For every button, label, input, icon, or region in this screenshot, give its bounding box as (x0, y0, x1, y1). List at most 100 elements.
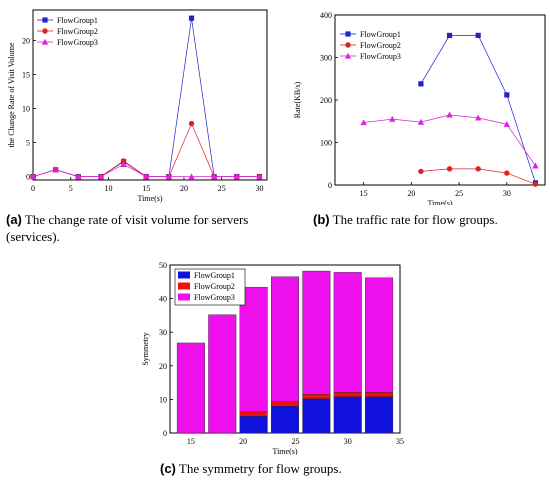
y-tick-label-2-4: 40 (159, 295, 167, 304)
legend-label-1-0: FlowGroup1 (360, 30, 401, 39)
y-tick-label-2-3: 30 (159, 328, 167, 337)
data-point-0-2-1 (52, 166, 59, 173)
data-point-0-0-7 (188, 15, 195, 21)
caption-c: (c) The symmetry for flow groups. (160, 460, 420, 477)
x-tick-label-0-4: 20 (180, 184, 188, 193)
caption-b-text: The traffic rate for flow groups. (332, 212, 498, 227)
bar-2-1-5 (333, 392, 362, 397)
plot-frame-0 (32, 9, 268, 181)
y-tick-label-2-1: 10 (159, 395, 167, 404)
chart-c: 15 20 25 30 35 0 10 20 30 40 50 Time(s) Symmetry Flow… (130, 255, 420, 456)
chart-a: 0 5 10 15 20 25 30 0 5 10 15 20 Time(s) the Change Ra… (0, 0, 275, 205)
data-point-0-2-5 (143, 173, 150, 180)
bar-2-0-4 (302, 398, 331, 434)
x-axis-label-2: Time(s) (272, 447, 297, 455)
data-point-1-0-0 (418, 81, 424, 87)
data-point-1-2-5 (503, 121, 511, 127)
x-tick-label-2-4: 35 (396, 437, 404, 446)
data-point-0-2-2 (75, 173, 82, 180)
legend-label-0-2: FlowGroup3 (57, 38, 98, 47)
bar-2-2-2 (239, 286, 268, 413)
x-axis-label-1: Time(s) (427, 199, 452, 205)
y-tick-label-2-2: 20 (159, 362, 167, 371)
y-tick-label-0-2: 10 (22, 105, 30, 114)
caption-b-label: (b) (313, 212, 330, 227)
data-point-1-0-1 (446, 32, 453, 38)
bar-2-1-2 (239, 411, 268, 417)
data-point-1-2-3 (446, 111, 453, 118)
legend-marker-0-1 (42, 28, 48, 34)
y-tick-label-2-5: 50 (159, 261, 167, 270)
x-tick-label-1-0: 15 (360, 189, 368, 198)
series-line-0-1 (32, 122, 260, 177)
legend-label-1-2: FlowGroup3 (360, 52, 401, 61)
data-point-1-2-0 (360, 119, 367, 126)
chart-b: 15 20 25 30 0 100 200 300 400 Time(s) Rate(KB/s) Fl… (280, 0, 550, 208)
data-point-1-1-0 (418, 168, 424, 175)
bar-2-2-3 (270, 276, 299, 402)
x-tick-label-0-6: 30 (255, 184, 263, 193)
legend-label-0-0: FlowGroup1 (57, 16, 98, 25)
x-tick-label-0-2: 10 (104, 184, 112, 193)
y-tick-label-0-1: 5 (26, 139, 30, 148)
x-tick-label-2-3: 30 (344, 437, 352, 446)
data-point-0-2-0 (29, 173, 37, 180)
y-tick-label-0-4: 20 (22, 37, 30, 46)
caption-c-label: (c) (160, 461, 176, 476)
bar-2-0-2 (239, 415, 268, 434)
y-tick-label-1-3: 300 (320, 54, 332, 63)
x-tick-label-0-3: 15 (142, 184, 150, 193)
bar-2-0-3 (270, 405, 299, 434)
y-tick-label-0-0: 0 (26, 173, 30, 182)
x-tick-label-0-0: 0 (31, 184, 35, 193)
data-point-1-1-1 (446, 166, 453, 172)
data-point-0-2-10 (256, 173, 263, 180)
data-point-1-2-6 (532, 162, 539, 169)
x-tick-label-2-0: 15 (187, 437, 195, 446)
y-tick-label-1-0: 0 (328, 181, 332, 190)
chart-a-svg: 0 5 10 15 20 25 30 0 5 10 15 20 Time(s) the Change Ra… (7, 9, 268, 203)
x-tick-label-0-1: 5 (69, 184, 73, 193)
bar-2-0-5 (333, 396, 362, 434)
legend-marker-0-0 (42, 17, 48, 23)
data-point-0-1-4 (120, 158, 127, 164)
y-tick-label-1-2: 200 (320, 96, 332, 105)
legend-swatch-2-2 (178, 293, 190, 301)
series-line-1-2 (363, 114, 536, 167)
legend-label-2-0: FlowGroup1 (194, 271, 235, 280)
x-tick-label-2-1: 20 (239, 437, 247, 446)
caption-c-text: The symmetry for flow groups. (178, 461, 342, 476)
legend-marker-1-2 (344, 52, 352, 59)
y-tick-label-1-4: 400 (320, 11, 332, 20)
legend-swatch-2-1 (178, 282, 190, 290)
chart-b-svg: 15 20 25 300100200300400Time(s)Rate(KB/s)Fl… (293, 11, 546, 208)
data-point-0-2-3 (97, 173, 105, 180)
x-tick-label-1-2: 25 (455, 189, 463, 198)
y-tick-label-0-3: 15 (22, 71, 30, 80)
bar-2-2-4 (302, 270, 331, 395)
series-line-1-0 (420, 35, 536, 183)
bar-2-0-6 (365, 396, 394, 434)
y-tick-label-1-1: 100 (320, 139, 332, 148)
data-point-0-2-4 (120, 161, 127, 167)
bar-2-2-1 (208, 314, 237, 434)
caption-b: (b) The traffic rate for flow groups. (313, 211, 549, 228)
caption-a: (a) The change rate of visit volume for … (6, 211, 274, 245)
data-point-1-2-4 (474, 114, 482, 121)
legend-label-1-1: FlowGroup2 (360, 41, 401, 50)
data-point-1-2-2 (417, 118, 425, 125)
legend-label-2-2: FlowGroup3 (194, 293, 235, 302)
y-axis-label-1: Rate(KB/s) (293, 81, 302, 118)
data-point-1-1-3 (504, 170, 510, 176)
data-point-1-1-2 (475, 166, 481, 172)
data-point-0-2-6 (165, 173, 173, 180)
x-tick-label-2-2: 25 (291, 437, 299, 446)
data-point-0-2-7 (188, 173, 195, 180)
bar-2-1-6 (365, 392, 394, 397)
caption-a-label: (a) (6, 212, 22, 227)
y-tick-label-2-0: 0 (163, 429, 167, 438)
legend-marker-0-2 (41, 38, 49, 45)
data-point-0-1-7 (188, 120, 195, 127)
data-point-1-0-3 (504, 92, 510, 98)
legend-marker-1-0 (345, 31, 351, 37)
